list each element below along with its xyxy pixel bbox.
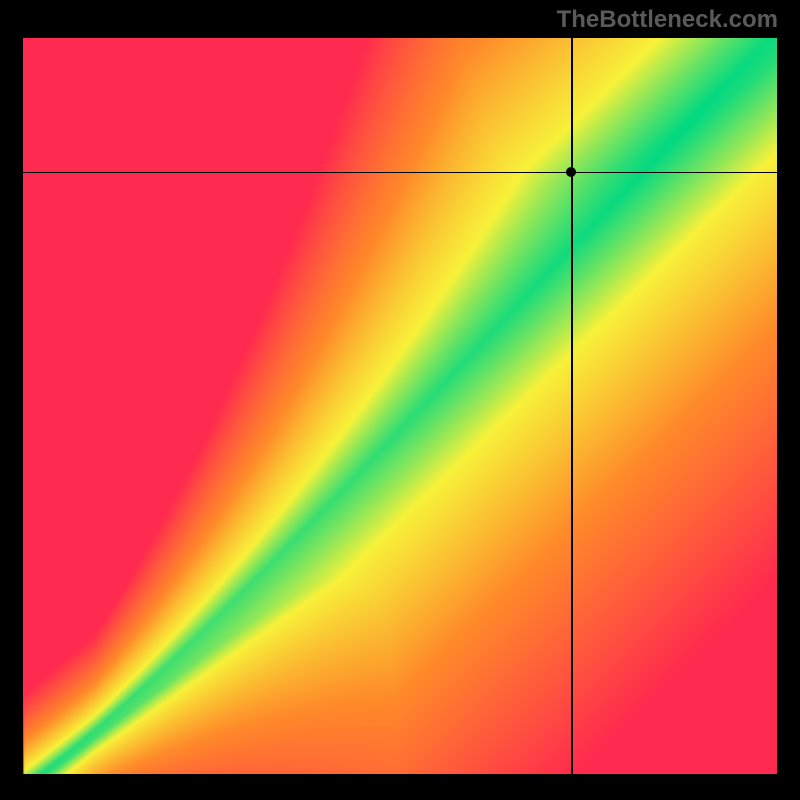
crosshair-marker xyxy=(566,167,576,177)
crosshair-horizontal xyxy=(23,172,777,174)
heatmap-canvas xyxy=(23,38,777,774)
watermark-text: TheBottleneck.com xyxy=(557,6,778,34)
heatmap-plot-area xyxy=(23,38,777,774)
crosshair-vertical xyxy=(571,38,573,774)
